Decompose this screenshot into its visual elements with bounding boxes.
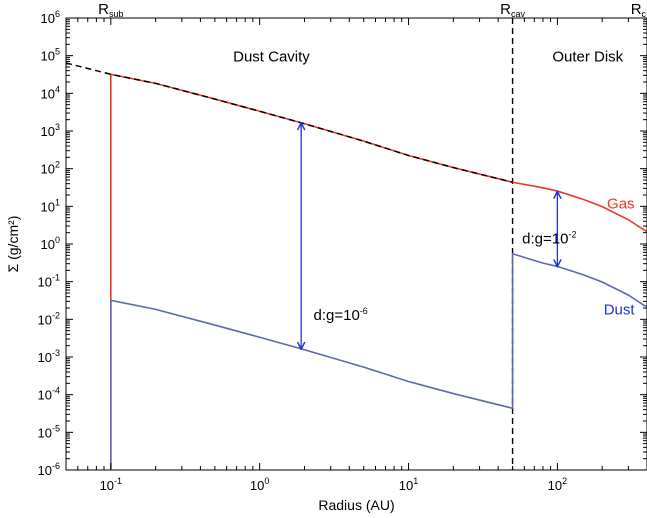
top-radius-label: Rsub [98, 1, 123, 19]
plot-area [66, 18, 647, 470]
y-tick-label: 10-3 [38, 348, 60, 365]
y-tick-label: 10-5 [38, 423, 60, 440]
y-tick-label: 102 [41, 160, 60, 177]
y-tick-label: 103 [41, 122, 60, 139]
y-tick-label: 100 [41, 235, 60, 252]
top-radius-label: Rc [631, 1, 647, 19]
top-radius-label: Rcav [500, 1, 525, 19]
y-tick-label: 101 [41, 197, 60, 214]
x-tick-label: 10-1 [100, 476, 122, 493]
y-tick-label: 105 [41, 47, 60, 64]
x-axis-title: Radius (AU) [318, 497, 394, 513]
region-label: Outer Disk [552, 49, 623, 66]
y-tick-label: 10-1 [38, 273, 60, 290]
y-tick-label: 10-2 [38, 310, 60, 327]
x-tick-label: 100 [250, 476, 269, 493]
x-tick-label: 101 [399, 476, 418, 493]
y-tick-label: 106 [41, 9, 60, 26]
region-label: Dust Cavity [233, 49, 310, 66]
dust-to-gas-ratio-label: d:g=10-2 [522, 229, 576, 247]
dust-to-gas-ratio-label: d:g=10-6 [314, 306, 368, 324]
dashed-power-law-line [66, 62, 513, 183]
y-tick-label: 10-6 [38, 461, 60, 478]
series-label: Dust [604, 302, 636, 319]
y-tick-label: 104 [41, 84, 60, 101]
x-tick-label: 102 [548, 476, 567, 493]
y-tick-label: 10-4 [38, 386, 60, 403]
series-line-dust [110, 252, 647, 470]
series-label: Gas [607, 195, 635, 212]
y-axis-title: Σ (g/cm²) [5, 216, 21, 273]
series-line-gas [110, 73, 647, 470]
